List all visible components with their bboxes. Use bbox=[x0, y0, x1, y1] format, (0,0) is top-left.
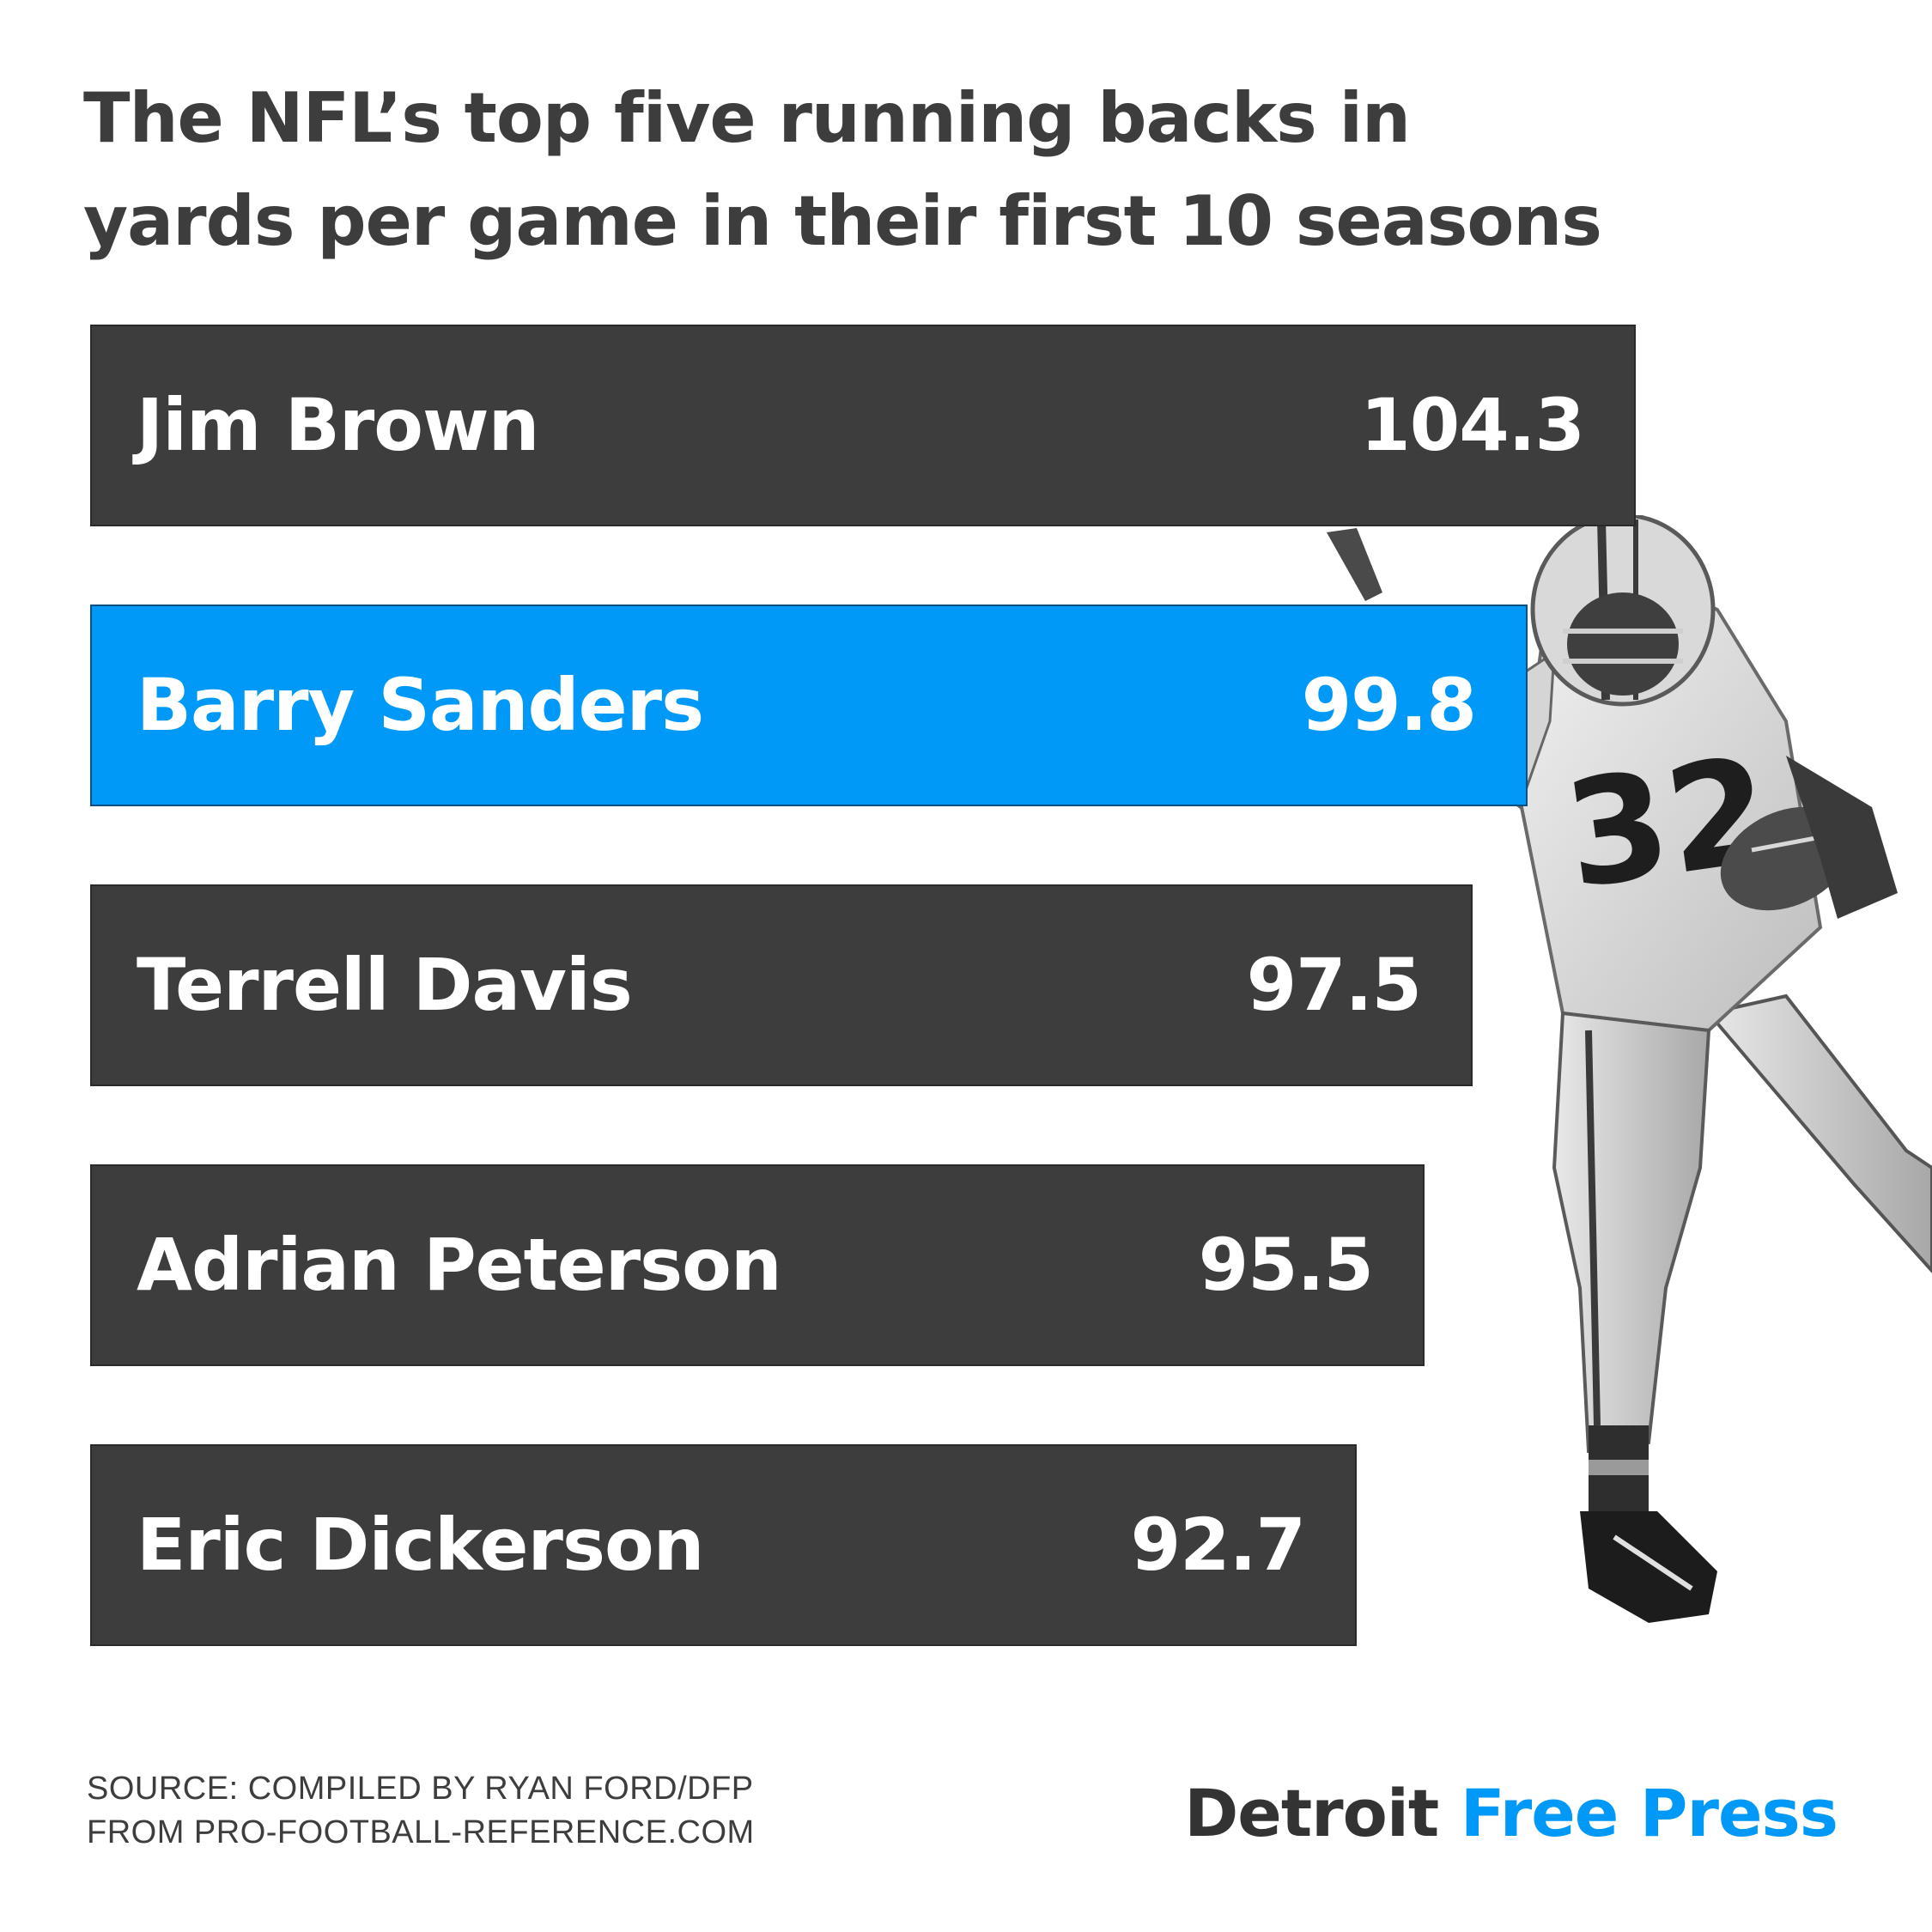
bar-category-label: Barry Sanders bbox=[137, 663, 704, 747]
bar-value-label: 92.7 bbox=[1130, 1503, 1306, 1587]
bar-barry-sanders: Barry Sanders 99.8 bbox=[90, 605, 1528, 806]
bar-jim-brown: Jim Brown 104.3 bbox=[90, 325, 1636, 526]
chart-title-line-2: yards per game in their first 10 seasons bbox=[83, 181, 1602, 261]
bar-terrell-davis: Terrell Davis 97.5 bbox=[90, 884, 1473, 1086]
bar-category-label: Terrell Davis bbox=[137, 943, 633, 1027]
logo-word-detroit: Detroit bbox=[1184, 1775, 1439, 1851]
logo-word-free-press: Free Press bbox=[1460, 1775, 1838, 1851]
bar-category-label: Eric Dickerson bbox=[137, 1503, 704, 1587]
chart-title: The NFL’s top five running backs in yard… bbox=[83, 67, 1715, 273]
bar-value-label: 95.5 bbox=[1198, 1223, 1374, 1307]
bar-value-label: 104.3 bbox=[1360, 383, 1585, 467]
bar-category-label: Jim Brown bbox=[137, 383, 539, 467]
detroit-free-press-logo: Detroit Free Press bbox=[1184, 1771, 1838, 1856]
bar-adrian-peterson: Adrian Peterson 95.5 bbox=[90, 1164, 1425, 1366]
bar-category-label: Adrian Peterson bbox=[137, 1223, 782, 1307]
source-note: SOURCE: COMPILED BY RYAN FORD/DFP FROM P… bbox=[87, 1767, 755, 1855]
chart-title-line-1: The NFL’s top five running backs in bbox=[83, 78, 1411, 158]
bar-eric-dickerson: Eric Dickerson 92.7 bbox=[90, 1444, 1357, 1646]
bar-value-label: 97.5 bbox=[1246, 943, 1422, 1027]
source-line-1: SOURCE: COMPILED BY RYAN FORD/DFP bbox=[87, 1771, 754, 1807]
source-line-2: FROM PRO-FOOTBALL-REFERENCE.COM bbox=[87, 1814, 755, 1850]
football-player-photo: 32 bbox=[1327, 515, 1932, 1623]
bar-value-label: 99.8 bbox=[1301, 663, 1477, 747]
